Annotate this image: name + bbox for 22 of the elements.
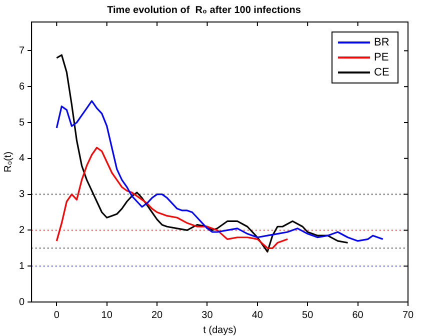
y-tick-label: 2 bbox=[19, 224, 25, 236]
y-tick-label: 4 bbox=[19, 153, 25, 164]
y-tick-label: 6 bbox=[19, 81, 25, 92]
legend-label: BR bbox=[374, 36, 390, 49]
y-tick-label: 5 bbox=[19, 117, 25, 128]
y-tick-label: 7 bbox=[19, 45, 25, 56]
x-axis-title: t (days) bbox=[203, 324, 236, 336]
x-tick-label: 40 bbox=[252, 310, 264, 321]
x-tick-label: 70 bbox=[402, 310, 414, 321]
chart-title: Time evolution of R₀ after 100 infections bbox=[107, 4, 302, 16]
x-tick-label: 10 bbox=[101, 310, 113, 321]
x-tick-label: 60 bbox=[352, 310, 364, 321]
legend-label: CE bbox=[374, 66, 390, 79]
y-axis-title: R₀(t) bbox=[2, 152, 14, 172]
x-tick-label: 50 bbox=[302, 310, 314, 321]
x-tick-label: 0 bbox=[54, 310, 60, 321]
x-tick-label: 30 bbox=[202, 310, 214, 321]
x-tick-label: 20 bbox=[151, 310, 164, 321]
y-tick-label: 3 bbox=[19, 189, 25, 200]
y-tick-label: 1 bbox=[19, 260, 25, 272]
y-tick-label: 0 bbox=[19, 296, 25, 308]
legend-label: PE bbox=[374, 52, 389, 64]
